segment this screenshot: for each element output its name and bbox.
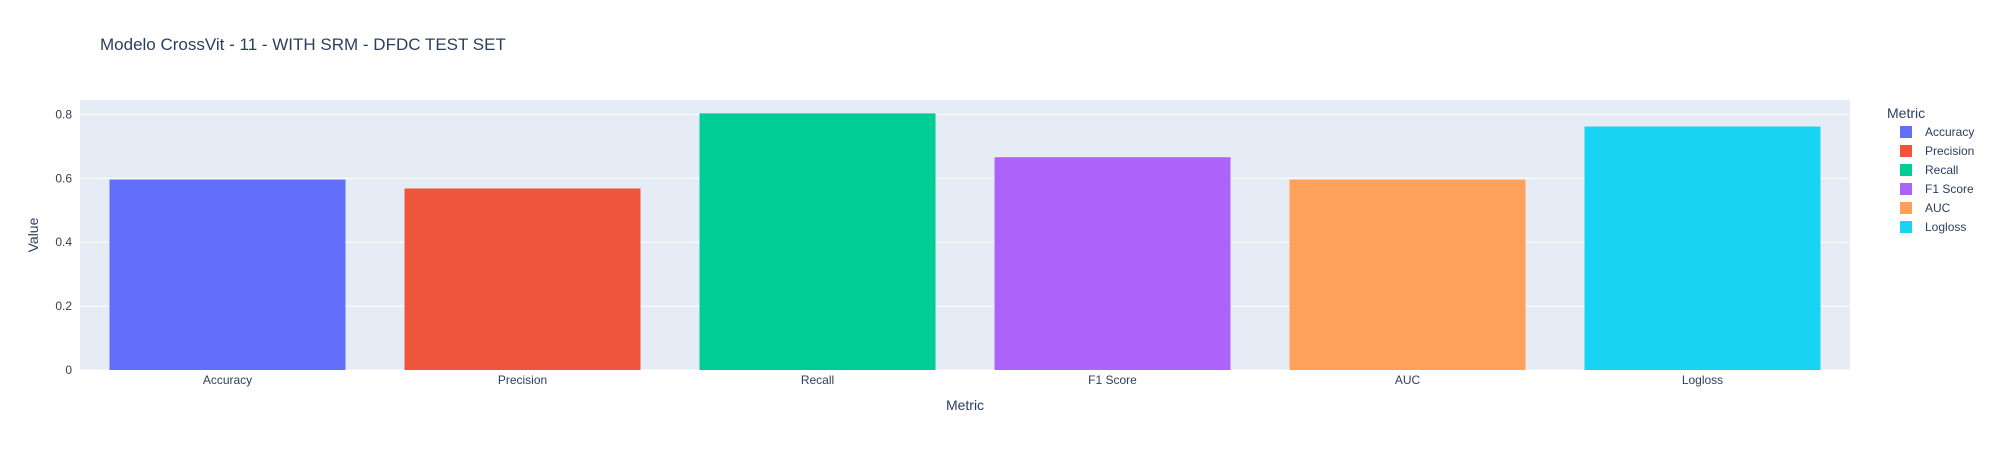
x-tick-label: AUC (1395, 373, 1421, 387)
gridlines (80, 113, 1850, 371)
y-tick-labels: 0 0.2 0.4 0.6 0.8 (55, 107, 72, 377)
y-tick-label: 0.2 (55, 299, 72, 313)
y-tick-label: 0.4 (55, 235, 72, 249)
chart-title: Modelo CrossVit - 11 - WITH SRM - DFDC T… (100, 35, 506, 54)
legend-title: Metric (1887, 105, 1925, 121)
bar (1289, 179, 1526, 370)
x-tick-label: Accuracy (203, 373, 252, 387)
legend-swatch (1900, 164, 1912, 176)
legend-swatch (1900, 202, 1912, 214)
bars (109, 113, 1821, 371)
legend-item-label: AUC (1925, 201, 1951, 215)
bar (404, 188, 641, 370)
legend: Metric Accuracy Precision Recall F1 Score AU… (1887, 105, 1974, 234)
x-tick-label: Recall (801, 373, 834, 387)
y-tick-label: 0.8 (55, 107, 72, 121)
x-axis-title: Metric (946, 397, 984, 413)
y-tick-label: 0 (65, 363, 72, 377)
x-tick-label: Logloss (1682, 373, 1723, 387)
x-tick-labels: Accuracy Precision Recall F1 Score AUC Loglos… (203, 373, 1723, 387)
y-tick-label: 0.6 (55, 171, 72, 185)
plot-area (80, 100, 1850, 370)
legend-swatch (1900, 221, 1912, 233)
legend-item-label: Precision (1925, 144, 1974, 158)
legend-swatch (1900, 126, 1912, 138)
bar (699, 113, 936, 371)
legend-item-label: F1 Score (1925, 182, 1974, 196)
legend-swatch (1900, 183, 1912, 195)
x-tick-label: Precision (498, 373, 547, 387)
bar (1584, 126, 1821, 370)
legend-item-label: Accuracy (1925, 125, 1974, 139)
legend-item-label: Logloss (1925, 220, 1966, 234)
bar (994, 157, 1231, 370)
legend-swatch (1900, 145, 1912, 157)
x-tick-label: F1 Score (1088, 373, 1137, 387)
bar (109, 179, 346, 370)
legend-item-label: Recall (1925, 163, 1958, 177)
y-axis-title: Value (25, 217, 41, 252)
